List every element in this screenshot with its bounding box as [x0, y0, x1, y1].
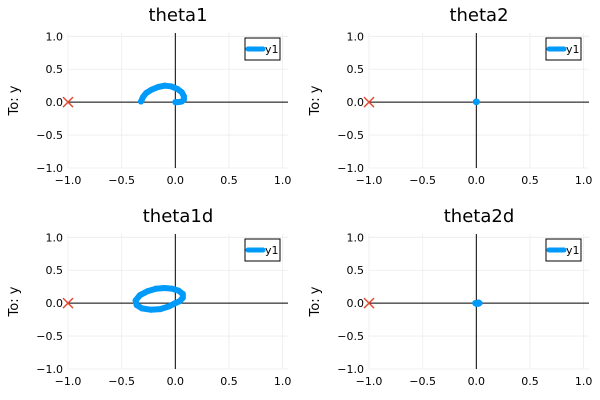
x-marker — [62, 297, 74, 309]
x-tick-label: −0.5 — [409, 375, 436, 388]
data-point — [161, 82, 168, 89]
data-point — [133, 302, 140, 309]
data-point — [473, 300, 480, 307]
x-tick-label: −0.5 — [409, 174, 436, 187]
x-tick-label: 1.0 — [575, 174, 593, 187]
y-axis-label: To: y — [308, 286, 323, 317]
y-tick-label: 0.5 — [347, 264, 365, 277]
y-tick-label: −0.5 — [337, 330, 364, 343]
x-tick-label: −1.0 — [55, 174, 82, 187]
data-point — [157, 306, 164, 313]
legend: y1 — [244, 37, 281, 61]
legend-label: y1 — [566, 244, 580, 257]
legend-label: y1 — [265, 244, 279, 257]
y-tick-label: 0.5 — [347, 63, 365, 76]
data-point — [153, 285, 159, 292]
x-tick-label: −1.0 — [356, 174, 383, 187]
x-tick-label: 0.0 — [468, 174, 486, 187]
x-marker — [62, 96, 74, 108]
legend: y1 — [545, 238, 582, 262]
data-point — [165, 303, 172, 310]
data-point — [137, 98, 144, 105]
y-axis-label: To: y — [7, 286, 22, 317]
subplot-title: theta1d — [143, 206, 214, 227]
data-point — [174, 85, 181, 92]
y-tick-label: 1.0 — [46, 30, 64, 43]
subplot-theta2: −1.0 −0.5 0.0 0.5 1.0 −1.0 −0.5 0.0 0.5 1.0 theta2… — [308, 5, 592, 187]
x-tick-label: 0.0 — [167, 375, 185, 388]
y-tick-label: 0.5 — [46, 63, 64, 76]
data-point — [473, 99, 480, 106]
y-tick-label: −1.0 — [337, 363, 364, 376]
data-point — [144, 288, 151, 295]
subplot-title: theta1 — [148, 5, 207, 26]
y-tick-label: 0.0 — [347, 96, 365, 109]
y-tick-label: −0.5 — [36, 330, 63, 343]
data-point — [139, 305, 146, 312]
subplot-title: theta2 — [449, 5, 508, 26]
y-tick-label: 1.0 — [347, 231, 365, 244]
y-tick-label: 0.0 — [347, 297, 365, 310]
legend: y1 — [244, 238, 281, 262]
x-tick-label: 0.5 — [521, 375, 539, 388]
legend: y1 — [545, 37, 582, 61]
y-tick-label: −1.0 — [337, 162, 364, 175]
x-tick-label: 1.0 — [575, 375, 593, 388]
x-tick-label: −0.5 — [108, 174, 135, 187]
x-tick-label: 0.5 — [521, 174, 539, 187]
y-tick-label: −1.0 — [36, 162, 63, 175]
y-tick-label: −0.5 — [36, 129, 63, 142]
data-point — [175, 287, 182, 294]
data-point — [169, 285, 176, 292]
y-tick-label: 1.0 — [347, 30, 365, 43]
y-axis-label: To: y — [7, 85, 22, 116]
data-point — [172, 300, 179, 307]
y-tick-label: −0.5 — [337, 129, 364, 142]
x-tick-label: 0.0 — [468, 375, 486, 388]
x-marker — [363, 96, 375, 108]
legend-label: y1 — [265, 43, 279, 56]
y-tick-label: 0.5 — [46, 264, 64, 277]
x-tick-label: −0.5 — [108, 375, 135, 388]
subplot-theta2d: −1.0 −0.5 0.0 0.5 1.0 −1.0 −0.5 0.0 0.5 1.0 theta2… — [308, 206, 592, 388]
data-point — [147, 306, 154, 313]
x-marker — [363, 297, 375, 309]
x-tick-label: 1.0 — [274, 174, 292, 187]
x-tick-label: 0.5 — [220, 375, 238, 388]
x-tick-label: 0.0 — [167, 174, 185, 187]
y-tick-label: 0.0 — [46, 297, 64, 310]
data-point — [143, 89, 150, 96]
data-point — [161, 285, 168, 291]
subplot-theta1: −1.0 −0.5 0.0 0.5 1.0 −1.0 −0.5 0.0 0.5 1.0 theta1… — [7, 5, 291, 187]
x-tick-label: 1.0 — [274, 375, 292, 388]
data-point — [132, 297, 139, 304]
data-point — [148, 86, 155, 93]
subplot-title: theta2d — [444, 206, 515, 227]
x-tick-label: −1.0 — [356, 375, 383, 388]
data-point — [179, 290, 186, 297]
data-point — [168, 83, 175, 90]
y-tick-label: −1.0 — [36, 363, 63, 376]
y-axis-label: To: y — [308, 85, 323, 116]
subplot-theta1d: −1.0 −0.5 0.0 0.5 1.0 −1.0 −0.5 0.0 0.5 1.0 theta1… — [7, 206, 291, 388]
y-tick-label: 1.0 — [46, 231, 64, 244]
x-tick-label: −1.0 — [55, 375, 82, 388]
y-tick-label: 0.0 — [46, 96, 64, 109]
data-point — [155, 84, 162, 90]
legend-label: y1 — [566, 43, 580, 56]
x-tick-label: 0.5 — [220, 174, 238, 187]
data-point — [136, 292, 143, 299]
data-point — [172, 99, 179, 106]
